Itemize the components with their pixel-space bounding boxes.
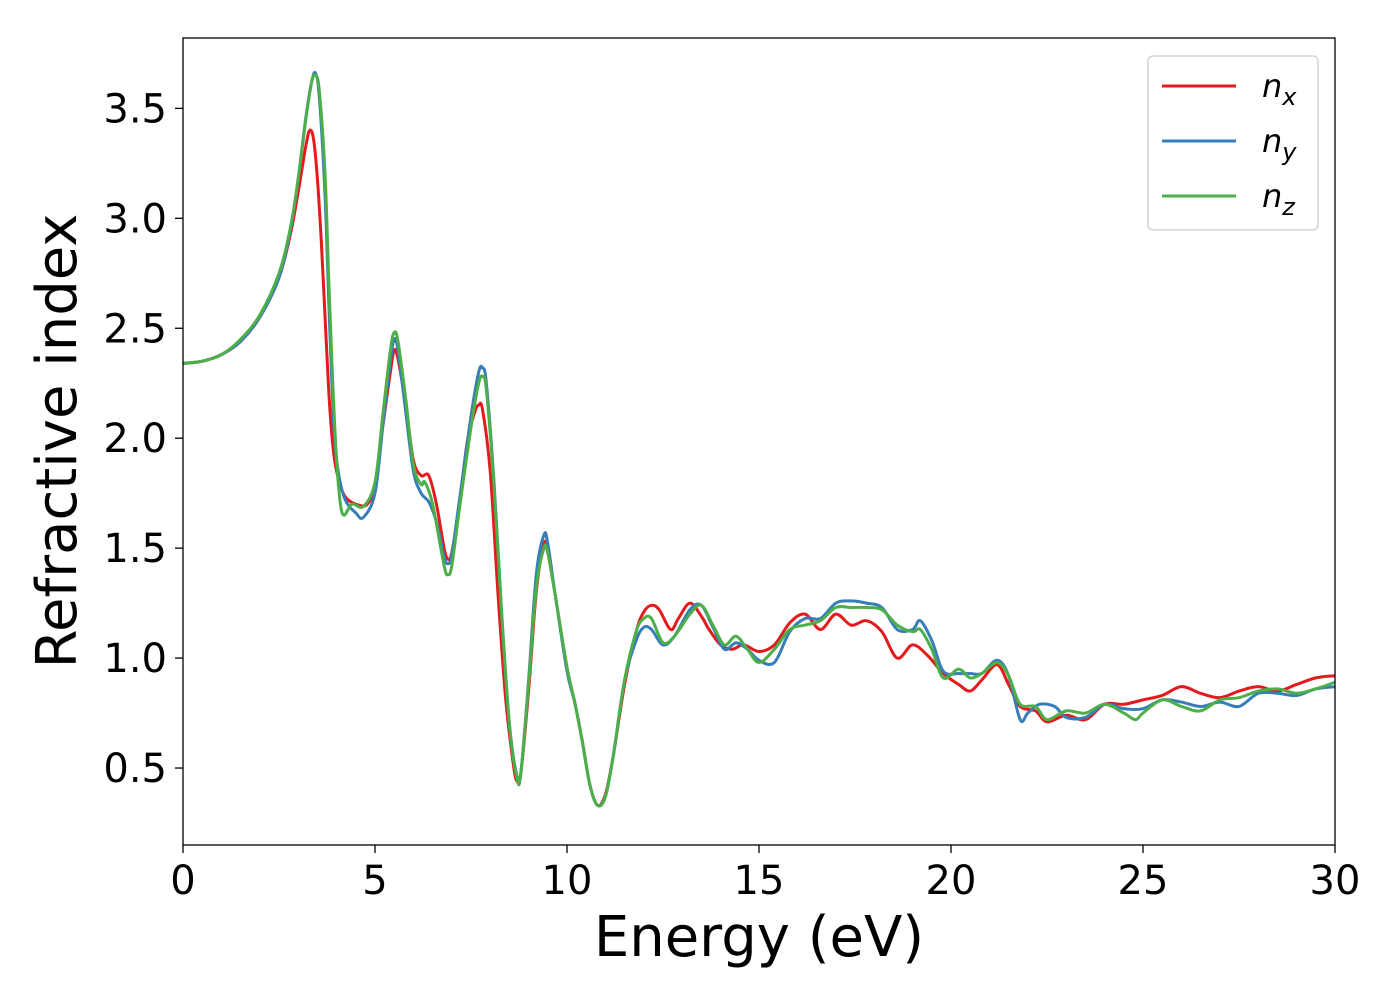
x-tick-label: 20 xyxy=(926,858,977,904)
legend-box xyxy=(1147,55,1319,231)
plot-area xyxy=(183,70,1335,808)
legend-label-subscript: z xyxy=(1281,193,1296,221)
x-tick-label: 10 xyxy=(542,858,593,904)
y-tick-label: 1.5 xyxy=(103,526,167,572)
legend-label-subscript: y xyxy=(1281,138,1297,166)
y-tick-label: 3.0 xyxy=(103,196,167,242)
x-tick-label: 15 xyxy=(734,858,785,904)
x-tick-label: 5 xyxy=(362,858,387,904)
series-line-x xyxy=(183,128,1335,808)
legend-label-subscript: x xyxy=(1281,83,1297,111)
x-tick-label: 30 xyxy=(1310,858,1361,904)
legend-label-z: nz xyxy=(1262,177,1296,221)
series-lines xyxy=(183,70,1335,808)
legend-label-base: n xyxy=(1262,67,1282,105)
x-tick-label: 0 xyxy=(170,858,195,904)
x-tick-label: 25 xyxy=(1118,858,1169,904)
legend-label-x: nx xyxy=(1262,67,1297,111)
axes: 0 5 10 15 20 25 30 0.5 1.0 1.5 2.0 2.5 3.0 3.5 xyxy=(103,37,1361,904)
y-tick-label: 2.5 xyxy=(103,306,167,352)
x-axis-label: Energy (eV) xyxy=(594,905,924,970)
legend-label-y: ny xyxy=(1262,122,1297,166)
legend-label-base: n xyxy=(1262,177,1282,215)
y-tick-label: 2.0 xyxy=(103,416,167,462)
legend-label-base: n xyxy=(1262,122,1282,160)
series-line-z xyxy=(183,73,1335,808)
y-axis-label: Refractive index xyxy=(25,214,90,669)
y-tick-label: 3.5 xyxy=(103,86,167,132)
y-tick-label: 1.0 xyxy=(103,636,167,682)
y-tick-label: 0.5 xyxy=(103,746,167,792)
